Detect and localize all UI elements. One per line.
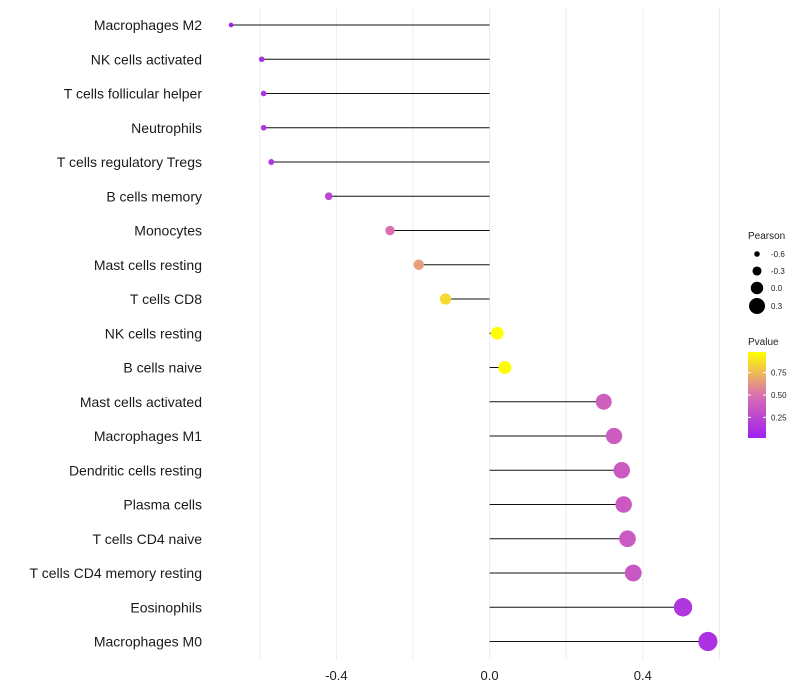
color-legend-title: Pvalue <box>748 337 779 348</box>
stem-layer <box>231 24 708 642</box>
lollipop-point <box>613 461 630 479</box>
lollipop-point <box>260 90 267 97</box>
lollipop-point <box>490 326 504 340</box>
category-label: T cells CD8 <box>130 291 202 307</box>
lollipop-point <box>498 361 512 374</box>
size-legend-dot <box>749 298 765 314</box>
lollipop-point <box>595 393 612 410</box>
lollipop-point <box>615 496 632 513</box>
lollipop-point <box>268 159 275 165</box>
lollipop-point <box>624 564 642 582</box>
category-label: Mast cells resting <box>94 257 202 273</box>
category-label: NK cells activated <box>91 51 202 67</box>
x-axis-ticks: -0.4 0.0 0.4 <box>325 668 652 683</box>
lollipop-point <box>385 225 395 236</box>
pvalue-colorbar <box>748 352 766 438</box>
colorbar-tick-label: 0.25 <box>771 413 787 422</box>
lollipop-point <box>619 530 636 548</box>
category-label: Plasma cells <box>123 497 202 513</box>
x-tick-label: 0.4 <box>634 668 652 683</box>
category-label: T cells regulatory Tregs <box>57 154 202 170</box>
category-label: Dendritic cells resting <box>69 462 202 478</box>
size-legend-label: 0.0 <box>771 284 783 293</box>
category-label: T cells CD4 naive <box>93 531 203 547</box>
category-label: NK cells resting <box>105 325 202 341</box>
lollipop-point <box>673 598 693 617</box>
lollipop-point <box>439 293 452 305</box>
pvalue-color-legend: Pvalue 0.75 0.50 0.25 <box>748 337 787 438</box>
x-tick-label: -0.4 <box>325 668 347 683</box>
lollipop-point <box>258 56 265 63</box>
lollipop-point <box>324 192 333 201</box>
category-label: Mast cells activated <box>80 394 202 410</box>
x-tick-label: 0.0 <box>481 668 499 683</box>
size-legend-dot <box>750 281 764 295</box>
colorbar-tick-label: 0.75 <box>771 369 787 378</box>
size-legend-label: -0.6 <box>771 250 785 259</box>
lollipop-point <box>605 427 623 445</box>
category-label: T cells CD4 memory resting <box>30 565 202 581</box>
category-labels: Macrophages M2 NK cells activated T cells … <box>30 17 203 650</box>
pearson-size-legend: Pearson -0.6 -0.3 0.0 0.3 <box>748 231 785 314</box>
colorbar-tick-label: 0.50 <box>771 391 787 400</box>
category-label: Neutrophils <box>131 120 202 136</box>
grid-layer <box>259 8 720 660</box>
category-label: B cells naive <box>123 360 202 376</box>
lollipop-point <box>698 631 718 652</box>
size-legend-title: Pearson <box>748 231 785 242</box>
category-label: Macrophages M1 <box>94 428 202 444</box>
category-label: Macrophages M2 <box>94 17 202 33</box>
lollipop-point <box>413 259 424 270</box>
category-label: Eosinophils <box>130 599 202 615</box>
size-legend-dot <box>752 266 762 276</box>
category-label: T cells follicular helper <box>64 86 203 102</box>
size-legend-dot <box>754 251 760 257</box>
size-legend-label: -0.3 <box>771 267 785 276</box>
point-layer <box>228 22 718 652</box>
category-label: Macrophages M0 <box>94 634 202 650</box>
category-label: Monocytes <box>134 223 202 239</box>
size-legend-label: 0.3 <box>771 302 783 311</box>
lollipop-point <box>260 124 267 131</box>
category-label: B cells memory <box>106 188 202 204</box>
lollipop-point <box>228 22 234 28</box>
